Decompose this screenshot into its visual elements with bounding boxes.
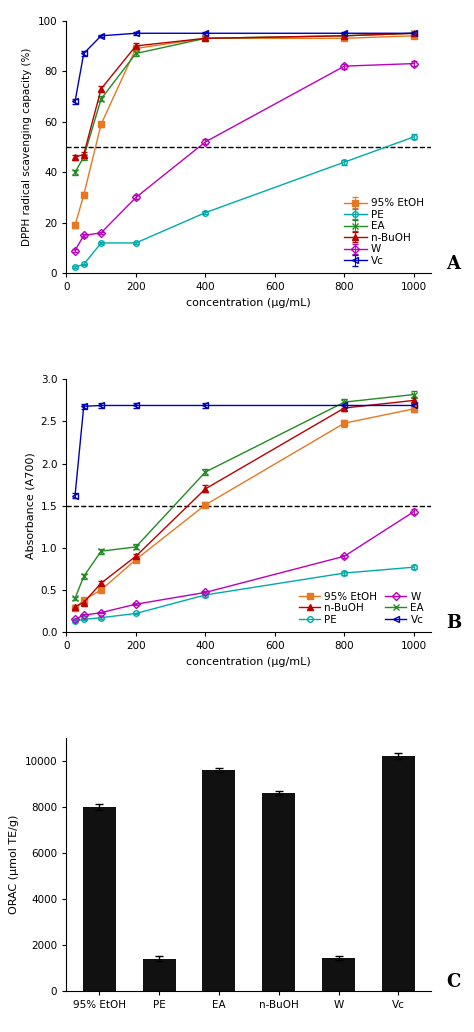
X-axis label: concentration (μg/mL): concentration (μg/mL): [186, 298, 311, 308]
Text: C: C: [446, 973, 460, 991]
Bar: [83, 807, 116, 991]
Bar: [322, 958, 355, 991]
Legend: 95% EtOH, n-BuOH, PE, W, EA, Vc: 95% EtOH, n-BuOH, PE, W, EA, Vc: [297, 589, 426, 626]
Legend: 95% EtOH, PE, EA, n-BuOH, W, Vc: 95% EtOH, PE, EA, n-BuOH, W, Vc: [342, 196, 426, 268]
Bar: [382, 756, 415, 991]
X-axis label: concentration (μg/mL): concentration (μg/mL): [186, 656, 311, 667]
Y-axis label: ORAC (μmol TE/g): ORAC (μmol TE/g): [9, 814, 19, 914]
Bar: [262, 794, 295, 991]
Y-axis label: DPPH radical scavenging capacity (%): DPPH radical scavenging capacity (%): [22, 47, 32, 247]
Y-axis label: Absorbance (A700): Absorbance (A700): [25, 452, 35, 559]
Bar: [143, 959, 175, 991]
Bar: [202, 770, 236, 991]
Text: B: B: [446, 614, 461, 632]
Text: A: A: [446, 255, 460, 273]
